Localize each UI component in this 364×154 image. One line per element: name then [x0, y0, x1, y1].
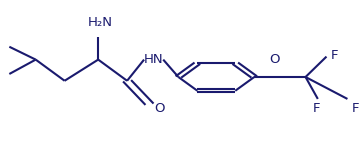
Text: F: F: [352, 102, 359, 115]
Text: F: F: [312, 102, 320, 115]
Text: O: O: [269, 53, 280, 66]
Text: F: F: [331, 49, 338, 62]
Text: HN: HN: [143, 53, 163, 66]
Text: O: O: [154, 102, 164, 115]
Text: H₂N: H₂N: [87, 16, 112, 29]
